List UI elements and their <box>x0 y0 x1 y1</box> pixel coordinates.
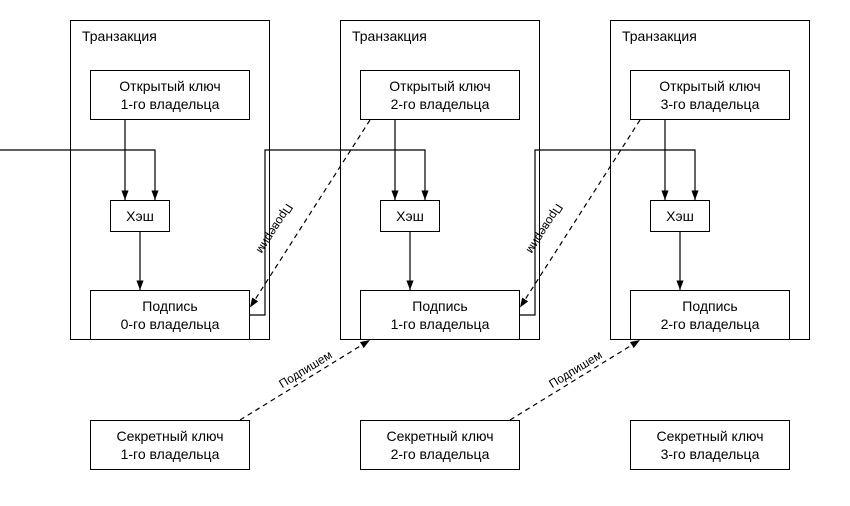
signature-box-1: Подпись0-го владельца <box>90 290 250 340</box>
text-line: Подпись <box>142 297 197 315</box>
text-line: Секретный ключ <box>387 427 494 445</box>
hash-box-1: Хэш <box>110 200 170 232</box>
public-key-box-3: Открытый ключ3-го владельца <box>630 70 790 120</box>
text-line: Подпись <box>412 297 467 315</box>
text-line: Открытый ключ <box>119 77 220 95</box>
signature-box-3: Подпись2-го владельца <box>630 290 790 340</box>
text-line: Открытый ключ <box>659 77 760 95</box>
text-line: 1-го владельца <box>121 95 220 113</box>
text-line: Хэш <box>126 207 154 225</box>
text-line: 2-го владельца <box>391 95 490 113</box>
text-line: Хэш <box>396 207 424 225</box>
sign-label-1: Подпишем <box>276 348 334 391</box>
secret-key-box-1: Секретный ключ1-го владельца <box>90 420 250 470</box>
text-line: 3-го владельца <box>661 95 760 113</box>
text-line: 3-го владельца <box>661 445 760 463</box>
text-line: Открытый ключ <box>389 77 490 95</box>
text-line: Секретный ключ <box>117 427 224 445</box>
text-line: 1-го владельца <box>391 315 490 333</box>
text-line: Секретный ключ <box>657 427 764 445</box>
secret-key-box-2: Секретный ключ2-го владельца <box>360 420 520 470</box>
signature-box-2: Подпись1-го владельца <box>360 290 520 340</box>
transaction-title-3: Транзакция <box>622 28 697 44</box>
transaction-title-1: Транзакция <box>82 28 157 44</box>
public-key-box-2: Открытый ключ2-го владельца <box>360 70 520 120</box>
text-line: Хэш <box>666 207 694 225</box>
diagram-canvas: ТранзакцияОткрытый ключ1-го владельцаХэш… <box>0 0 850 506</box>
text-line: Подпись <box>682 297 737 315</box>
text-line: 2-го владельца <box>661 315 760 333</box>
text-line: 0-го владельца <box>121 315 220 333</box>
sign-label-2: Подпишем <box>546 348 604 391</box>
hash-box-2: Хэш <box>380 200 440 232</box>
public-key-box-1: Открытый ключ1-го владельца <box>90 70 250 120</box>
secret-key-box-3: Секретный ключ3-го владельца <box>630 420 790 470</box>
text-line: 2-го владельца <box>391 445 490 463</box>
transaction-title-2: Транзакция <box>352 28 427 44</box>
hash-box-3: Хэш <box>650 200 710 232</box>
text-line: 1-го владельца <box>121 445 220 463</box>
